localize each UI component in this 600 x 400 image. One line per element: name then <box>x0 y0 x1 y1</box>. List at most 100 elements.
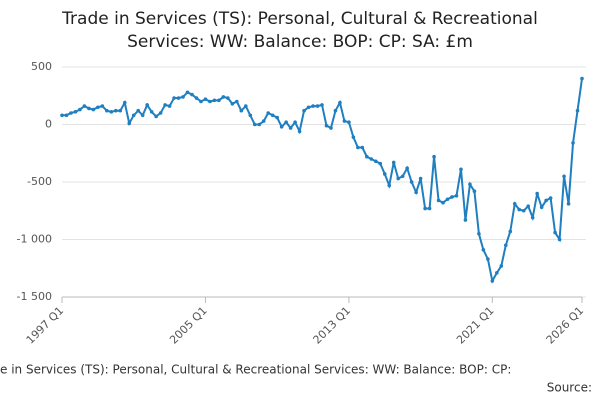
data-point <box>118 108 123 113</box>
data-point <box>477 231 481 236</box>
data-point <box>91 107 96 112</box>
data-point <box>78 107 82 112</box>
data-point <box>338 100 342 105</box>
data-point <box>503 243 508 248</box>
data-point <box>194 96 199 100</box>
data-point <box>432 154 436 159</box>
data-point <box>257 122 262 127</box>
data-point <box>535 191 539 196</box>
data-point <box>60 113 64 118</box>
x-tick-label: 2013 Q1 <box>311 304 354 347</box>
data-point <box>391 160 396 165</box>
data-point <box>82 104 87 108</box>
data-point <box>105 108 109 113</box>
data-point <box>423 206 427 211</box>
data-point <box>136 108 141 113</box>
data-point <box>562 174 566 179</box>
data-point <box>113 108 118 113</box>
data-point <box>463 218 468 222</box>
data-point <box>459 167 463 172</box>
data-point <box>333 108 338 113</box>
data-point <box>239 108 244 113</box>
x-tick-label: 2005 Q1 <box>167 304 210 347</box>
data-point <box>526 204 531 208</box>
data-point <box>530 215 535 220</box>
data-point <box>270 113 275 118</box>
data-point <box>405 166 409 170</box>
data-point <box>365 154 369 159</box>
data-point <box>490 279 495 283</box>
data-point <box>387 183 392 188</box>
data-point <box>356 145 360 150</box>
data-point <box>208 99 212 104</box>
data-point <box>311 104 315 108</box>
data-point <box>140 113 145 118</box>
data-point <box>221 95 226 99</box>
data-point <box>418 176 423 181</box>
data-point <box>481 248 486 252</box>
data-point <box>454 194 459 198</box>
y-tick-label: 0 <box>45 118 52 131</box>
data-point <box>243 104 248 108</box>
data-point <box>508 229 513 234</box>
data-point <box>396 176 401 181</box>
data-point <box>580 76 584 81</box>
data-point <box>302 108 306 113</box>
data-point <box>293 120 297 124</box>
data-point <box>450 195 454 199</box>
data-point <box>320 103 324 107</box>
data-point <box>436 198 441 203</box>
data-point <box>199 99 203 104</box>
data-point <box>185 90 190 95</box>
data-point <box>378 161 383 166</box>
data-point <box>427 206 432 211</box>
data-point <box>539 205 544 210</box>
data-point <box>409 180 414 184</box>
data-point <box>441 200 445 205</box>
data-point <box>400 174 405 179</box>
data-point <box>324 123 329 128</box>
data-point <box>261 119 266 123</box>
data-point <box>445 197 450 202</box>
data-point <box>212 98 217 103</box>
data-point <box>512 202 517 206</box>
data-point <box>557 237 562 242</box>
data-point <box>495 271 499 275</box>
data-point <box>226 96 230 100</box>
data-point <box>544 198 548 203</box>
y-tick-label: -1 500 <box>17 290 52 303</box>
data-point <box>315 104 320 108</box>
data-point <box>217 98 221 103</box>
y-tick-label: 500 <box>31 60 52 73</box>
data-point <box>288 126 293 130</box>
data-point <box>521 208 526 213</box>
data-point <box>517 207 522 212</box>
data-point <box>297 129 302 134</box>
data-point <box>100 104 105 108</box>
data-point <box>414 190 418 195</box>
data-point <box>342 119 347 123</box>
data-point <box>351 135 356 139</box>
data-point <box>486 257 490 261</box>
y-tick-label: -500 <box>27 175 52 188</box>
chart-title: Trade in Services (TS): Personal, Cultur… <box>61 9 538 29</box>
data-point <box>566 202 571 206</box>
data-point <box>122 100 127 105</box>
data-point <box>154 114 158 119</box>
data-point <box>252 122 257 127</box>
data-point <box>230 102 235 106</box>
data-point <box>109 110 114 114</box>
data-point <box>472 189 477 193</box>
data-point <box>373 159 378 164</box>
data-point <box>145 103 149 107</box>
data-point <box>275 115 279 120</box>
data-point <box>127 121 132 126</box>
data-point <box>284 120 288 124</box>
x-tick-label: 2026 Q1 <box>544 304 587 347</box>
data-point <box>190 92 194 97</box>
data-point <box>369 157 374 161</box>
data-point <box>382 172 387 176</box>
data-point <box>360 145 365 150</box>
data-point <box>553 230 557 235</box>
footer-title: e in Services (TS): Personal, Cultural &… <box>0 363 511 377</box>
